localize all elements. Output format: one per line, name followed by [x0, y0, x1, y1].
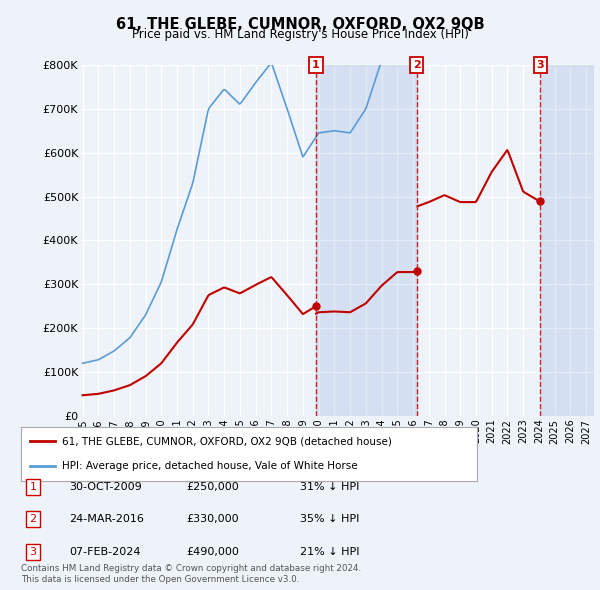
Text: 31% ↓ HPI: 31% ↓ HPI [300, 482, 359, 491]
Text: HPI: Average price, detached house, Vale of White Horse: HPI: Average price, detached house, Vale… [62, 461, 358, 471]
Text: 61, THE GLEBE, CUMNOR, OXFORD, OX2 9QB: 61, THE GLEBE, CUMNOR, OXFORD, OX2 9QB [116, 17, 484, 31]
Text: Contains HM Land Registry data © Crown copyright and database right 2024.: Contains HM Land Registry data © Crown c… [21, 565, 361, 573]
Text: £330,000: £330,000 [186, 514, 239, 524]
Text: 3: 3 [536, 60, 544, 70]
Text: 1: 1 [312, 60, 320, 70]
Text: 30-OCT-2009: 30-OCT-2009 [69, 482, 142, 491]
Text: 3: 3 [29, 547, 37, 556]
Bar [541, 65, 594, 416]
Text: 1: 1 [29, 482, 37, 491]
Text: 24-MAR-2016: 24-MAR-2016 [69, 514, 144, 524]
Text: 2: 2 [29, 514, 37, 524]
Text: 2: 2 [413, 60, 421, 70]
Text: 21% ↓ HPI: 21% ↓ HPI [300, 547, 359, 556]
Text: £250,000: £250,000 [186, 482, 239, 491]
Text: £490,000: £490,000 [186, 547, 239, 556]
Text: 61, THE GLEBE, CUMNOR, OXFORD, OX2 9QB (detached house): 61, THE GLEBE, CUMNOR, OXFORD, OX2 9QB (… [62, 436, 392, 446]
Text: 07-FEB-2024: 07-FEB-2024 [69, 547, 140, 556]
Text: Price paid vs. HM Land Registry's House Price Index (HPI): Price paid vs. HM Land Registry's House … [131, 28, 469, 41]
Text: 35% ↓ HPI: 35% ↓ HPI [300, 514, 359, 524]
Bar [316, 65, 416, 416]
Text: This data is licensed under the Open Government Licence v3.0.: This data is licensed under the Open Gov… [21, 575, 299, 584]
